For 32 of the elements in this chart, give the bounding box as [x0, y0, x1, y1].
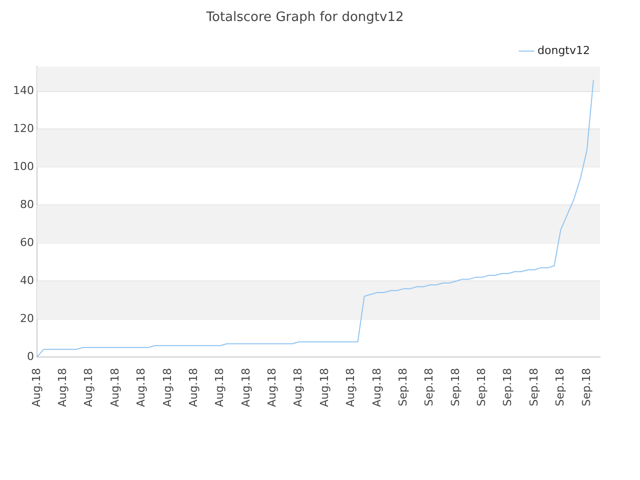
y-tick-label: 60: [20, 236, 34, 249]
x-tick-label: Aug.18: [134, 368, 148, 408]
x-tick-label: Aug.18: [160, 368, 174, 408]
x-tick-label: Aug.18: [266, 368, 279, 408]
y-tick-label: 80: [20, 198, 34, 212]
x-tick-label: Aug.18: [292, 368, 305, 408]
x-tick-label: Aug.18: [239, 368, 252, 408]
x-tick-label: Aug.18: [213, 368, 226, 408]
x-tick-label: Aug.18: [370, 368, 384, 408]
y-tick-label: 100: [12, 160, 34, 174]
x-tick-label: Aug.18: [344, 368, 358, 408]
x-tick-label: Aug.18: [30, 368, 43, 408]
x-tick-label: Aug.18: [82, 368, 96, 408]
x-tick-label: Sep.18: [448, 368, 462, 406]
x-tick-label: Sep.18: [422, 368, 436, 406]
x-tick-label: Sep.18: [396, 368, 410, 406]
x-tick-label: Sep.18: [554, 368, 567, 406]
x-tick-label: Aug.18: [56, 368, 70, 408]
x-tick-label: Aug.18: [186, 368, 200, 408]
x-tick-label: Sep.18: [475, 368, 488, 406]
y-tick-label: 140: [12, 84, 34, 98]
x-tick-label: Sep.18: [527, 368, 540, 406]
x-tick-label: Aug.18: [108, 368, 122, 408]
y-tick-label: 120: [12, 122, 34, 136]
x-tick-label: Sep.18: [580, 368, 593, 406]
chart-title: Totalscore Graph for dongtv12: [205, 10, 404, 26]
y-tick-label: 40: [20, 274, 34, 287]
x-tick-label: Sep.18: [501, 368, 514, 406]
y-tick-label: 20: [20, 312, 34, 325]
x-tick-label: Aug.18: [318, 368, 331, 408]
legend-label: dongtv12: [538, 44, 590, 57]
y-tick-label: 0: [26, 350, 34, 363]
